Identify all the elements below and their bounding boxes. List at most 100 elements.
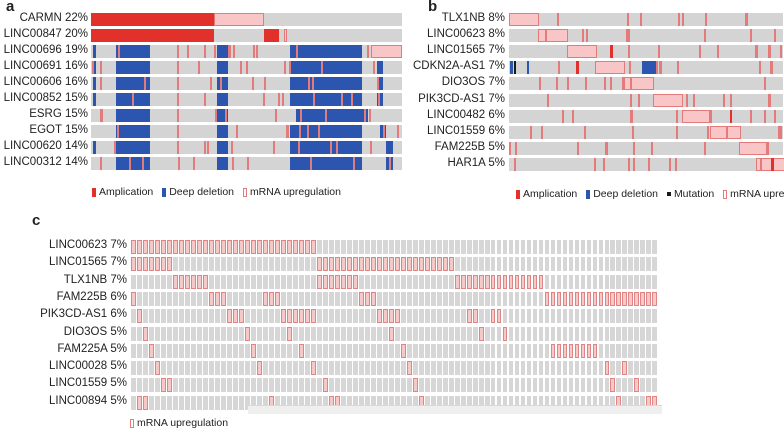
panel-a-del-segment [290, 77, 362, 90]
panel-c-empty-cell [616, 240, 622, 254]
panel-c-empty-cell [436, 361, 442, 376]
panel-c-mrna-cell [634, 378, 640, 393]
panel-c-empty-cell [592, 395, 598, 410]
panel-c-empty-cell [628, 378, 634, 393]
panel-c-empty-cell [329, 291, 334, 306]
panel-b-mrna-tick [509, 141, 512, 155]
panel-c-empty-cell [311, 378, 316, 393]
panel-c-empty-cell [484, 326, 490, 341]
panel-b-mrna-tick [699, 45, 702, 59]
panel-c-empty-cell [239, 257, 244, 272]
panel-c-empty-cell [209, 378, 215, 393]
panel-a-mrna-tick [298, 125, 301, 138]
panel-c-empty-cell [352, 326, 358, 341]
panel-c-empty-cell [358, 361, 364, 376]
panel-b-mrna-tick [631, 125, 634, 139]
panel-a-mrna-tick [214, 45, 217, 58]
panel-b-mrna-tick [766, 141, 769, 155]
panel-c-empty-cell [179, 309, 185, 324]
panel-c-mrna-cell [305, 309, 310, 324]
panel-c-empty-cell [376, 378, 382, 393]
panel-c-mrna-cell [580, 343, 586, 358]
panel-c-mrna-cell [191, 240, 197, 254]
panel-b-mrna-tick [770, 61, 773, 75]
panel-c-empty-cell [532, 343, 538, 358]
panel-c-scrollbar[interactable] [248, 405, 662, 414]
panel-c-empty-cell [532, 326, 538, 341]
panel-c-empty-cell [197, 343, 203, 358]
panel-c-mrna-cell [466, 309, 472, 324]
panel-c-empty-cell [598, 395, 604, 410]
panel-c-empty-cell [442, 361, 448, 376]
panel-c-empty-cell [131, 326, 137, 341]
panel-c-mrna-cell [341, 257, 346, 272]
panel-c-mrna-cell [388, 257, 394, 272]
panel-c-empty-cell [197, 309, 203, 324]
panel-a-mrna-tick [272, 141, 275, 154]
panel-c-mrna-cell [287, 326, 292, 341]
panel-c-empty-cell [574, 378, 580, 393]
panel-c-empty-cell [562, 309, 568, 324]
panel-c-empty-cell [550, 240, 556, 254]
panel-c-empty-cell [143, 309, 149, 324]
panel-c-empty-cell [430, 378, 436, 393]
panel-c-empty-cell [275, 378, 280, 393]
panel-c-empty-cell [281, 257, 286, 272]
panel-c-empty-cell [155, 274, 161, 289]
panel-c-empty-cell [616, 309, 622, 324]
panel-c-empty-cell [592, 274, 598, 289]
panel-c-empty-cell [341, 291, 346, 306]
panel-c-empty-cell [604, 257, 610, 272]
panel-c-empty-cell [568, 326, 574, 341]
panel-a-mrna-tick [192, 157, 195, 170]
panel-c-empty-cell [484, 309, 490, 324]
panel-c-empty-cell [556, 274, 562, 289]
panel-c-empty-cell [610, 395, 616, 410]
panel-c-empty-cell [305, 257, 310, 272]
panel-c-empty-cell [418, 274, 424, 289]
panel-c-empty-cell [317, 240, 322, 254]
panel-c-mrna-cell [239, 240, 244, 254]
panel-c-empty-cell [634, 309, 640, 324]
panel-c-empty-cell [335, 240, 340, 254]
panel-c-mrna-cell [610, 378, 616, 393]
panel-c-empty-cell [478, 378, 484, 393]
panel-a-mrna-tick [281, 93, 284, 106]
panel-c-empty-cell [418, 309, 424, 324]
panel-c-empty-cell [257, 343, 262, 358]
panel-c-mrna-cell [329, 395, 334, 410]
panel-c-mrna-cell [221, 240, 226, 254]
panel-c-empty-cell [562, 361, 568, 376]
panel-a-del-segment [216, 141, 228, 154]
panel-c-empty-cell [155, 395, 161, 410]
panel-c-row-label: FAM225A 5% [57, 342, 127, 355]
panel-c-empty-cell [508, 343, 514, 358]
panel-c-empty-cell [418, 326, 424, 341]
panel-c-empty-cell [646, 361, 652, 376]
panel-c-empty-cell [550, 257, 556, 272]
panel-c-empty-cell [538, 326, 544, 341]
panel-c-empty-cell [508, 326, 514, 341]
panel-a-del-segment [92, 93, 96, 106]
panel-c-empty-cell [430, 274, 436, 289]
panel-c-mrna-cell [436, 257, 442, 272]
panel-a-amp-segment [91, 13, 214, 26]
panel-c-mrna-cell [610, 291, 616, 306]
panel-a-mrna-tick [383, 125, 386, 138]
panel-c-empty-cell [514, 257, 520, 272]
panel-c-empty-cell [634, 240, 640, 254]
panel-c-empty-cell [269, 274, 274, 289]
panel-a-row-label: LINC00620 14% [3, 140, 88, 152]
panel-a-mrna-tick [177, 157, 180, 170]
panel-c-mrna-cell [215, 240, 221, 254]
panel-c-empty-cell [490, 291, 496, 306]
panel-c-empty-cell [137, 326, 143, 341]
panel-a-del-segment [290, 157, 362, 170]
panel-c-empty-cell [598, 257, 604, 272]
panel-a-del-segment [216, 61, 228, 74]
panel-c-empty-cell [352, 343, 358, 358]
panel-c-empty-cell [538, 240, 544, 254]
panel-c-empty-cell [287, 395, 292, 410]
panel-c-empty-cell [209, 274, 215, 289]
panel-c-empty-cell [424, 274, 430, 289]
